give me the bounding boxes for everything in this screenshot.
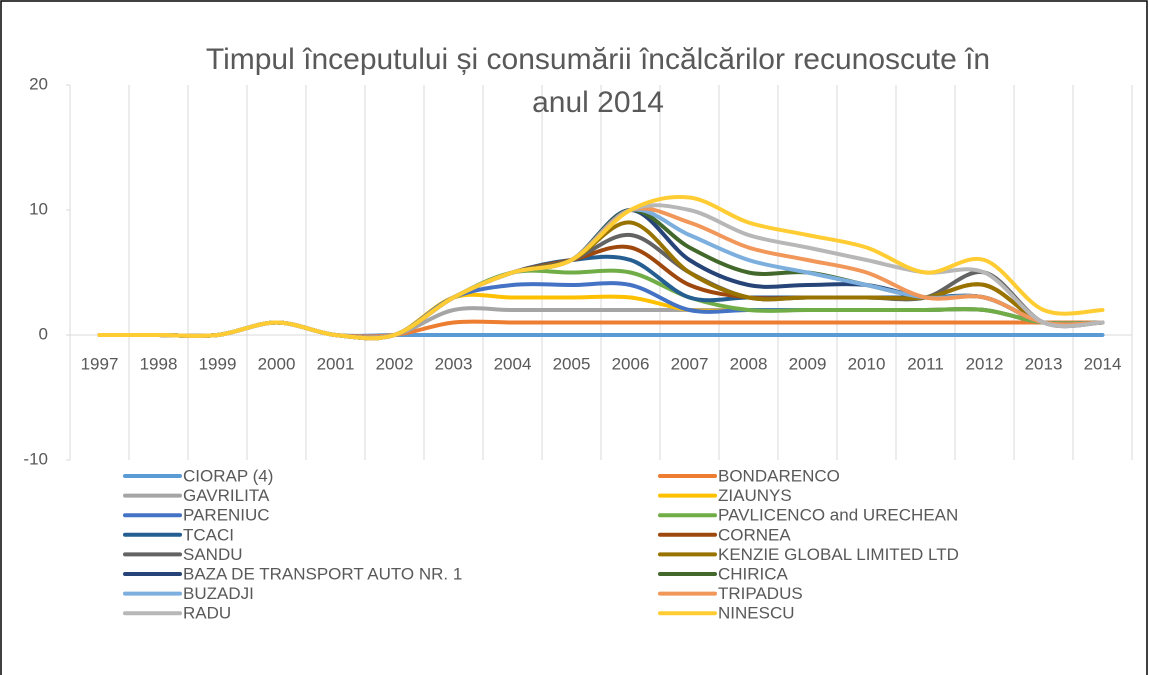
- y-tick-label: 10: [29, 199, 48, 218]
- x-tick-label: 2005: [553, 354, 591, 373]
- x-tick-label: 1997: [81, 354, 119, 373]
- x-tick-label: 2004: [494, 354, 532, 373]
- chart-title: Timpul începutului și consumării încălcă…: [205, 43, 991, 119]
- x-tick-label: 2003: [435, 354, 473, 373]
- legend-label: BAZA DE TRANSPORT AUTO NR. 1: [183, 564, 462, 583]
- x-tick-label: 1999: [199, 354, 237, 373]
- legend-label: BUZADJI: [183, 584, 254, 603]
- x-tick-label: 2002: [376, 354, 414, 373]
- legend-label: GAVRILITA: [183, 486, 270, 505]
- x-tick-label: 2012: [966, 354, 1004, 373]
- x-tick-label: 1998: [140, 354, 178, 373]
- x-tick-label: 2006: [612, 354, 650, 373]
- legend-label: KENZIE GLOBAL LIMITED LTD: [718, 545, 959, 564]
- x-tick-label: 2010: [848, 354, 886, 373]
- legend-label: TCACI: [183, 525, 234, 544]
- x-tick-label: 2011: [907, 354, 944, 373]
- y-tick-label: 20: [29, 74, 48, 93]
- x-tick-label: 2009: [789, 354, 827, 373]
- legend-label: ZIAUNYS: [718, 486, 792, 505]
- y-tick-label: -10: [23, 449, 48, 468]
- x-tick-label: 2001: [317, 354, 355, 373]
- series-line: [97, 195, 1105, 341]
- x-tick-label: 2007: [671, 354, 709, 373]
- legend-label: RADU: [183, 604, 231, 623]
- legend-label: CHIRICA: [718, 564, 789, 583]
- x-tick-label: 2014: [1084, 354, 1122, 373]
- legend-label: SANDU: [183, 545, 243, 564]
- legend-label: PARENIUC: [183, 506, 270, 525]
- legend-label: CIORAP (4): [183, 466, 273, 485]
- legend-label: CORNEA: [718, 525, 791, 544]
- x-tick-label: 2013: [1025, 354, 1063, 373]
- y-tick-label: 0: [39, 324, 48, 343]
- legend-label: BONDARENCO: [718, 466, 840, 485]
- x-tick-label: 2000: [258, 354, 296, 373]
- x-tick-label: 2008: [730, 354, 768, 373]
- legend-label: PAVLICENCO and URECHEAN: [718, 506, 958, 525]
- legend-label: NINESCU: [718, 604, 795, 623]
- legend-label: TRIPADUS: [718, 584, 803, 603]
